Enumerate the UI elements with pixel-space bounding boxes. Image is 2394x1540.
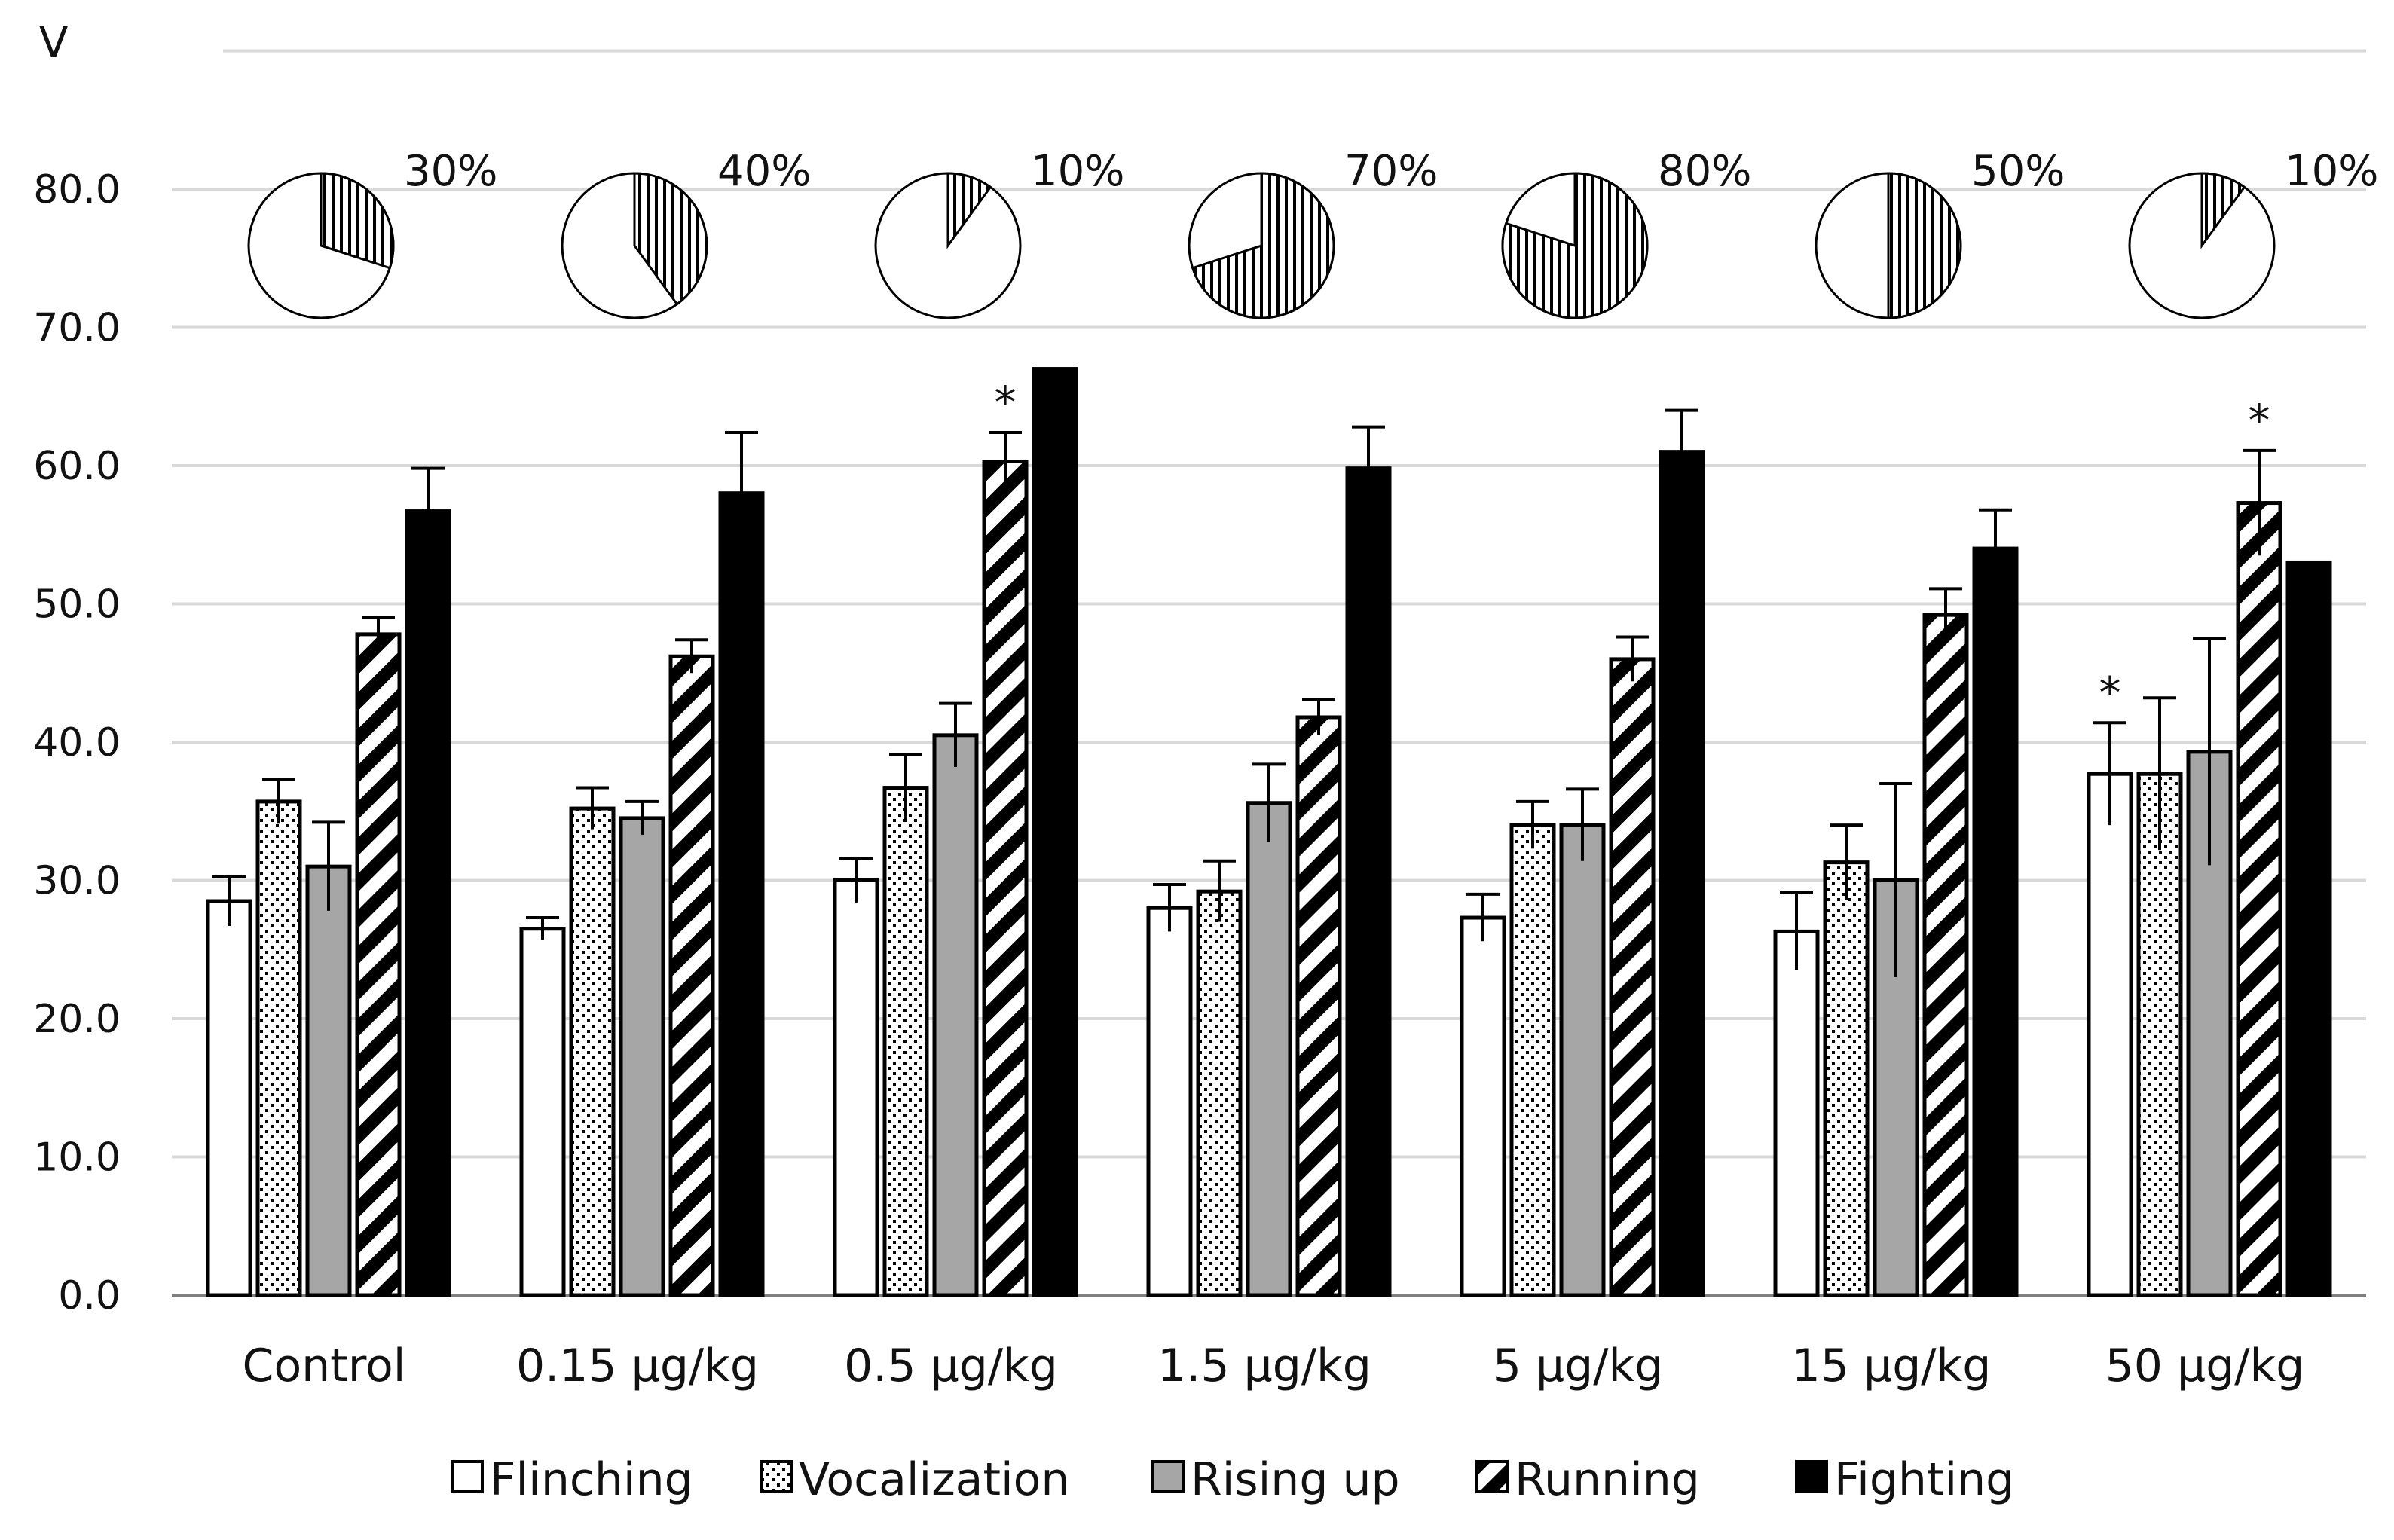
bar [982, 459, 1029, 1297]
pie-slice [1501, 172, 1649, 319]
bar [1972, 546, 2019, 1297]
legend-label: Rising up [1191, 1453, 1400, 1506]
pie-slice [320, 172, 395, 270]
pie-slice [946, 172, 992, 249]
y-tick-label: 10.0 [33, 1135, 121, 1181]
bar [2087, 772, 2133, 1297]
x-tick-label: 1.5 µg/kg [1157, 1340, 1371, 1392]
bar [206, 899, 252, 1297]
significance-star: * [2099, 667, 2121, 718]
y-tick-label: 40.0 [33, 720, 121, 765]
bar [1196, 889, 1243, 1297]
pie-percent-label: 10% [2285, 147, 2378, 196]
bar [1773, 929, 1820, 1297]
bar [405, 509, 451, 1297]
y-tick-label: 20.0 [33, 997, 121, 1042]
bar [619, 816, 665, 1297]
bar [1032, 367, 1078, 1297]
pie-percent-label: 40% [717, 147, 811, 196]
legend: Flinching Vocalization Rising up Running Fig… [451, 1453, 2014, 1506]
pie-percent-label: 30% [404, 147, 497, 196]
bar [1509, 823, 1556, 1297]
pie-slice [633, 172, 708, 306]
bar [519, 927, 566, 1297]
bar [882, 786, 929, 1297]
bar [2236, 501, 2282, 1297]
y-tick-label: 70.0 [33, 306, 121, 351]
legend-swatch [1475, 1460, 1509, 1493]
bar [668, 654, 715, 1297]
legend-label: Vocalization [799, 1453, 1069, 1506]
bar [255, 799, 302, 1297]
pie-slice [2200, 172, 2246, 249]
y-tick-label: 0.0 [58, 1273, 121, 1318]
bar [1922, 613, 1969, 1297]
bar [1609, 657, 1656, 1297]
bar [1146, 906, 1193, 1297]
bar [2285, 560, 2332, 1297]
x-tick-label: 0.5 µg/kg [844, 1340, 1058, 1392]
pie-percent-label: 50% [1971, 147, 2065, 196]
bar [355, 632, 402, 1297]
y-tick-label: 30.0 [33, 859, 121, 904]
bar [2136, 772, 2183, 1297]
x-tick-label: Control [243, 1340, 406, 1392]
pie-percent-label: 70% [1344, 147, 1438, 196]
legend-label: Fighting [1834, 1453, 2014, 1506]
bar [718, 491, 765, 1297]
legend-swatch [1795, 1460, 1828, 1493]
bar [305, 864, 352, 1297]
bar [1295, 715, 1342, 1297]
bar [1460, 915, 1506, 1297]
y-tick-label: 50.0 [33, 582, 121, 628]
bar [1345, 466, 1392, 1297]
x-tick-label: 5 µg/kg [1493, 1340, 1664, 1392]
x-tick-label: 15 µg/kg [1792, 1340, 1992, 1392]
bar [1823, 860, 1870, 1297]
y-tick-label: 80.0 [33, 167, 121, 212]
pie-slice [1887, 172, 1962, 319]
legend-swatch [760, 1460, 793, 1493]
pie-layer: 30% 40% 10% 70% 80% 50% 10% [247, 147, 2378, 319]
axis-layer: 0.0 10.0 20.0 30.0 40.0 50.0 60.0 70.0 80.0 Contr… [33, 167, 2366, 1392]
y-axis-label: V [39, 19, 68, 68]
x-tick-label: 0.15 µg/kg [516, 1340, 759, 1392]
legend-label: Running [1515, 1453, 1700, 1506]
bar [1246, 801, 1292, 1297]
pie-percent-label: 80% [1658, 147, 1751, 196]
pie-slice [1191, 172, 1335, 319]
pie-percent-label: 10% [1031, 147, 1124, 196]
x-tick-label: 50 µg/kg [2105, 1340, 2305, 1392]
significance-star: * [2249, 395, 2270, 446]
legend-label: Flinching [490, 1453, 693, 1506]
legend-swatch [451, 1460, 484, 1493]
bar [1873, 878, 1919, 1297]
bar [569, 806, 616, 1297]
significance-star: * [995, 377, 1017, 428]
legend-swatch [1151, 1460, 1185, 1493]
bar [932, 733, 979, 1297]
bar-layer: * * * [206, 367, 2332, 1297]
bar [1659, 450, 1705, 1297]
bar [833, 878, 879, 1297]
y-tick-label: 60.0 [33, 444, 121, 489]
bar [1559, 823, 1606, 1297]
